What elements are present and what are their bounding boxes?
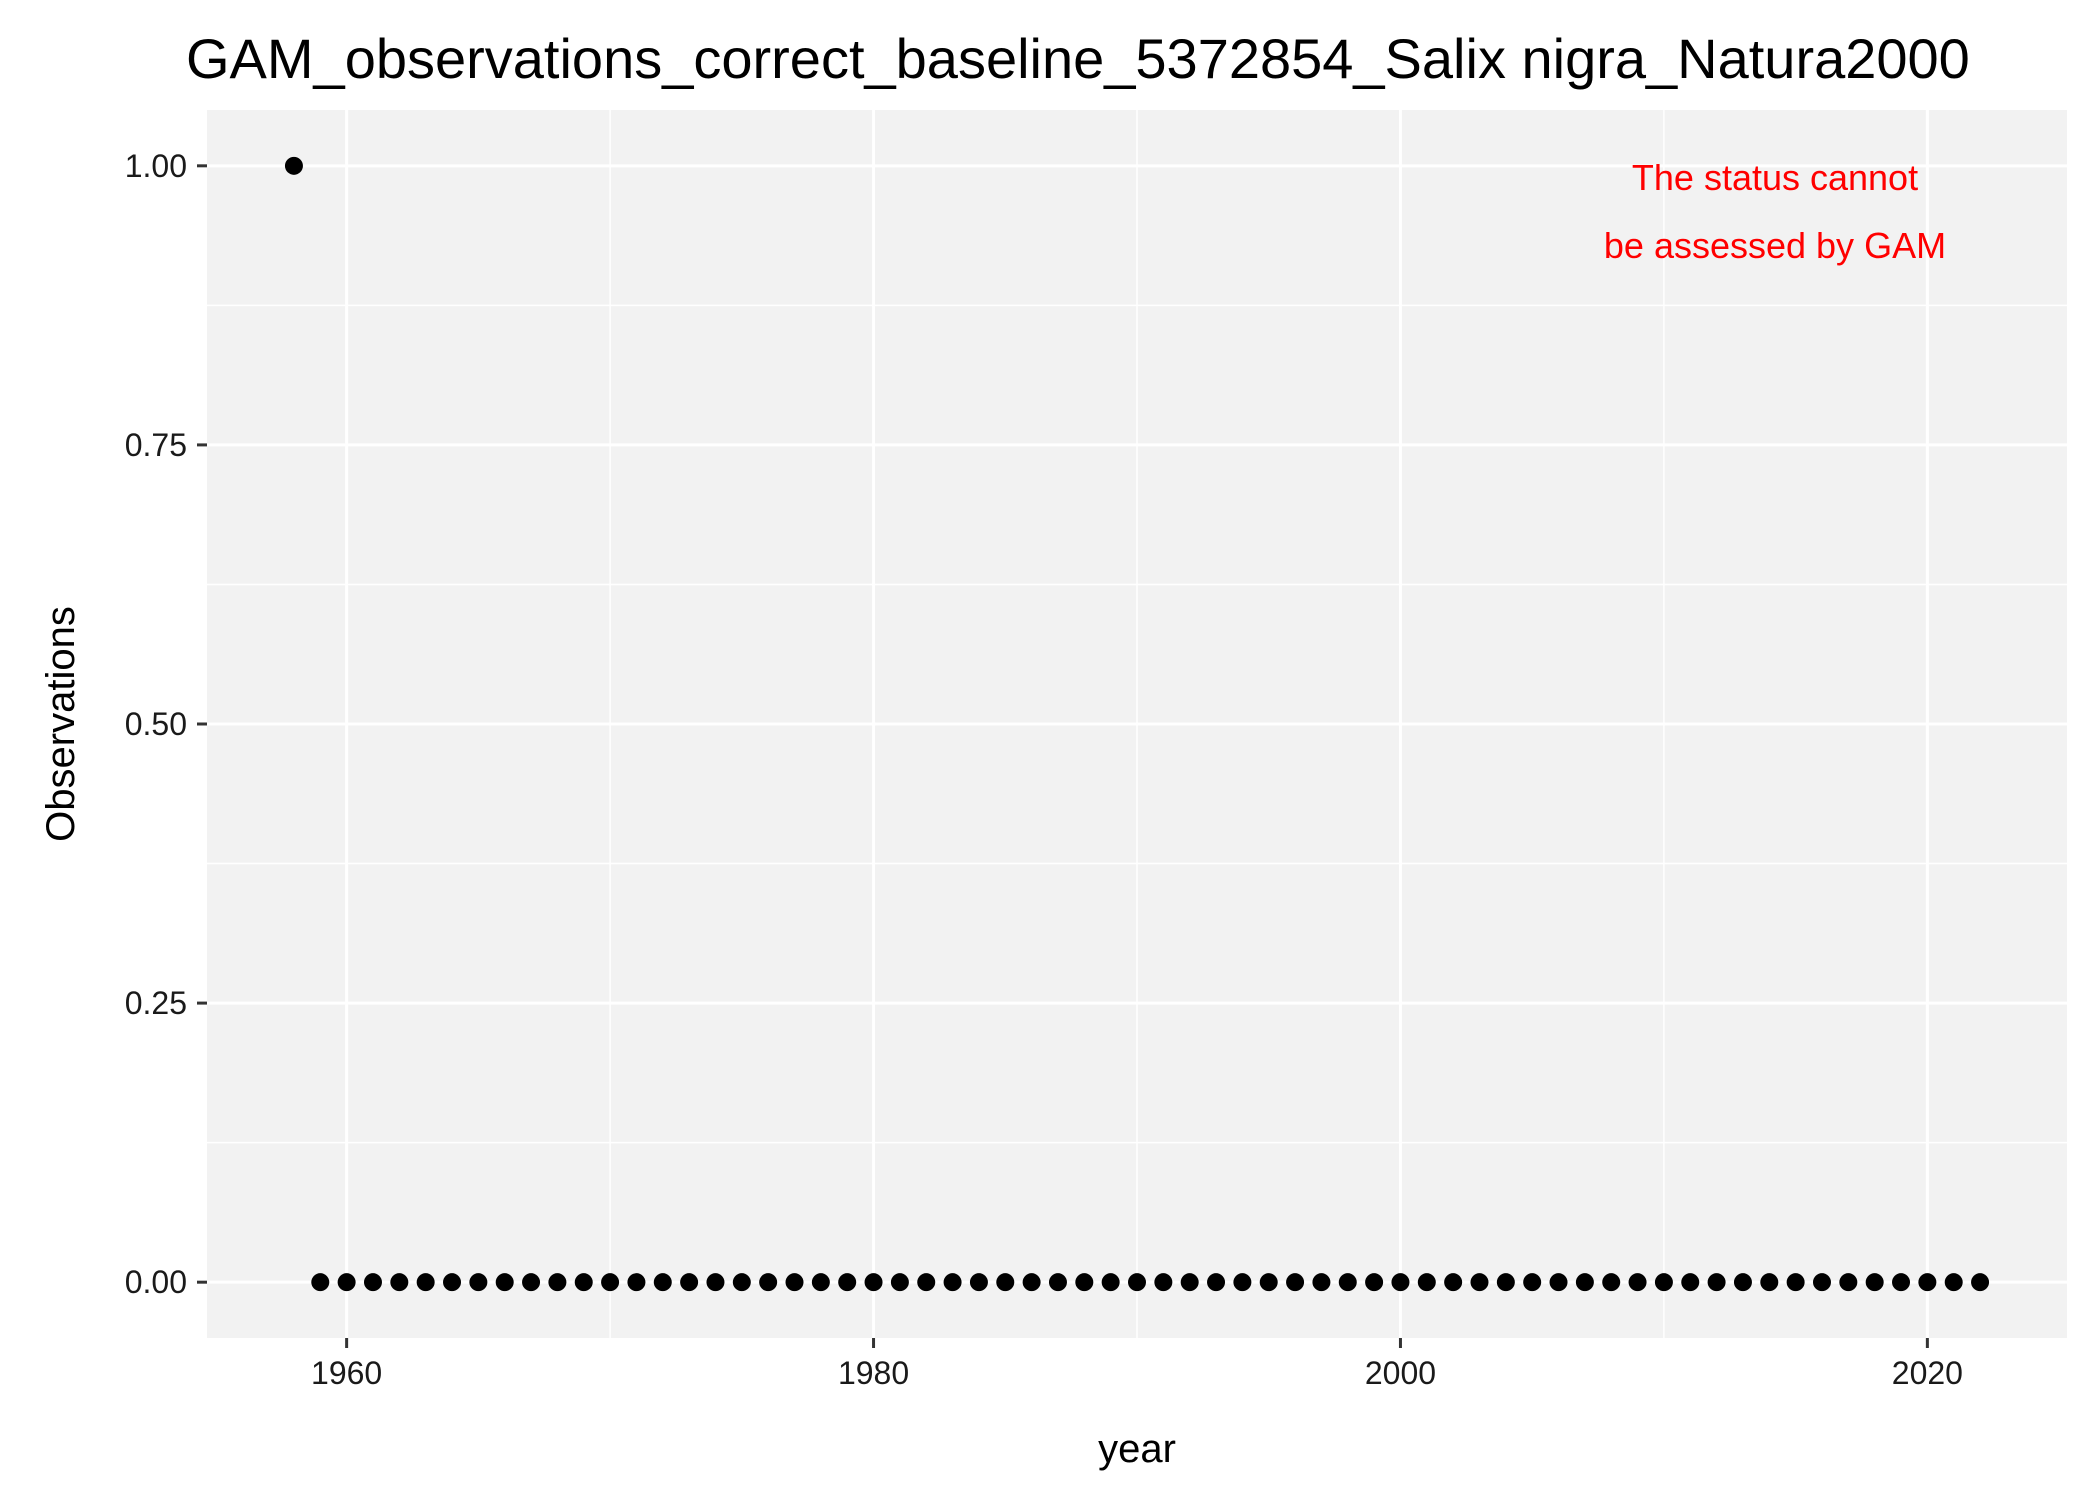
data-point	[1654, 1273, 1673, 1292]
data-point	[969, 1273, 988, 1292]
y-tick-label: 0.50	[125, 706, 187, 742]
data-point	[864, 1273, 883, 1292]
data-point	[1786, 1273, 1805, 1292]
data-point	[443, 1273, 462, 1292]
data-point	[996, 1273, 1015, 1292]
x-tick-label: 2020	[1892, 1355, 1963, 1391]
data-point	[732, 1273, 751, 1292]
data-point	[390, 1273, 409, 1292]
annotation-line: be assessed by GAM	[1604, 225, 1946, 266]
data-point	[1259, 1273, 1278, 1292]
x-tick-label: 2000	[1365, 1355, 1436, 1391]
data-point	[548, 1273, 567, 1292]
data-point	[1417, 1273, 1436, 1292]
y-axis-title: Observations	[39, 606, 83, 842]
data-point	[1523, 1273, 1542, 1292]
data-point	[1602, 1273, 1621, 1292]
data-point	[522, 1273, 541, 1292]
data-point	[1286, 1273, 1305, 1292]
data-point	[1312, 1273, 1331, 1292]
data-point	[1391, 1273, 1410, 1292]
data-point	[1233, 1273, 1252, 1292]
data-point	[785, 1273, 804, 1292]
data-point	[574, 1273, 593, 1292]
data-point	[284, 156, 303, 175]
data-point	[1628, 1273, 1647, 1292]
data-point	[890, 1273, 909, 1292]
data-point	[917, 1273, 936, 1292]
data-point	[1154, 1273, 1173, 1292]
y-tick-label: 0.00	[125, 1264, 187, 1300]
data-point	[1444, 1273, 1463, 1292]
data-point	[1180, 1273, 1199, 1292]
data-point	[416, 1273, 435, 1292]
data-points	[284, 156, 1990, 1292]
data-point	[943, 1273, 962, 1292]
data-point	[1707, 1273, 1726, 1292]
x-tick-label: 1960	[311, 1355, 382, 1391]
data-point	[1075, 1273, 1094, 1292]
data-point	[1760, 1273, 1779, 1292]
data-point	[1338, 1273, 1357, 1292]
data-point	[1022, 1273, 1041, 1292]
data-point	[1365, 1273, 1384, 1292]
axes: 1960 1980 2000 2020 0.00 0.25 0.50 0.75 1.00	[125, 148, 1963, 1391]
data-point	[469, 1273, 488, 1292]
y-tick-label: 0.75	[125, 427, 187, 463]
data-point	[1865, 1273, 1884, 1292]
y-tick-label: 1.00	[125, 148, 187, 184]
data-point	[627, 1273, 646, 1292]
data-point	[838, 1273, 857, 1292]
data-point	[1681, 1273, 1700, 1292]
data-point	[811, 1273, 830, 1292]
data-point	[1575, 1273, 1594, 1292]
data-point	[1944, 1273, 1963, 1292]
data-point	[653, 1273, 672, 1292]
data-point	[1839, 1273, 1858, 1292]
data-point	[1048, 1273, 1067, 1292]
chart-title: GAM_observations_correct_baseline_537285…	[186, 27, 1970, 90]
status-annotation: The status cannot be assessed by GAM	[1604, 157, 1946, 266]
data-point	[601, 1273, 620, 1292]
x-axis-title: year	[1098, 1427, 1176, 1471]
grid-lines	[207, 110, 2067, 1338]
data-point	[1207, 1273, 1226, 1292]
data-point	[1549, 1273, 1568, 1292]
data-point	[1128, 1273, 1146, 1292]
data-point	[680, 1273, 699, 1292]
data-point	[311, 1273, 330, 1292]
data-point	[1892, 1273, 1911, 1292]
data-point	[1971, 1273, 1990, 1292]
data-point	[706, 1273, 725, 1292]
data-point	[759, 1273, 778, 1292]
data-point	[1812, 1273, 1831, 1292]
data-point	[1496, 1273, 1515, 1292]
annotation-line: The status cannot	[1632, 157, 1918, 198]
data-point	[495, 1273, 514, 1292]
data-point	[1733, 1273, 1752, 1292]
data-point	[363, 1273, 382, 1292]
data-point	[1101, 1273, 1120, 1292]
data-point	[1470, 1273, 1489, 1292]
data-point	[1918, 1273, 1937, 1292]
y-tick-label: 0.25	[125, 985, 187, 1021]
x-tick-label: 1980	[838, 1355, 909, 1391]
data-point	[337, 1273, 356, 1292]
